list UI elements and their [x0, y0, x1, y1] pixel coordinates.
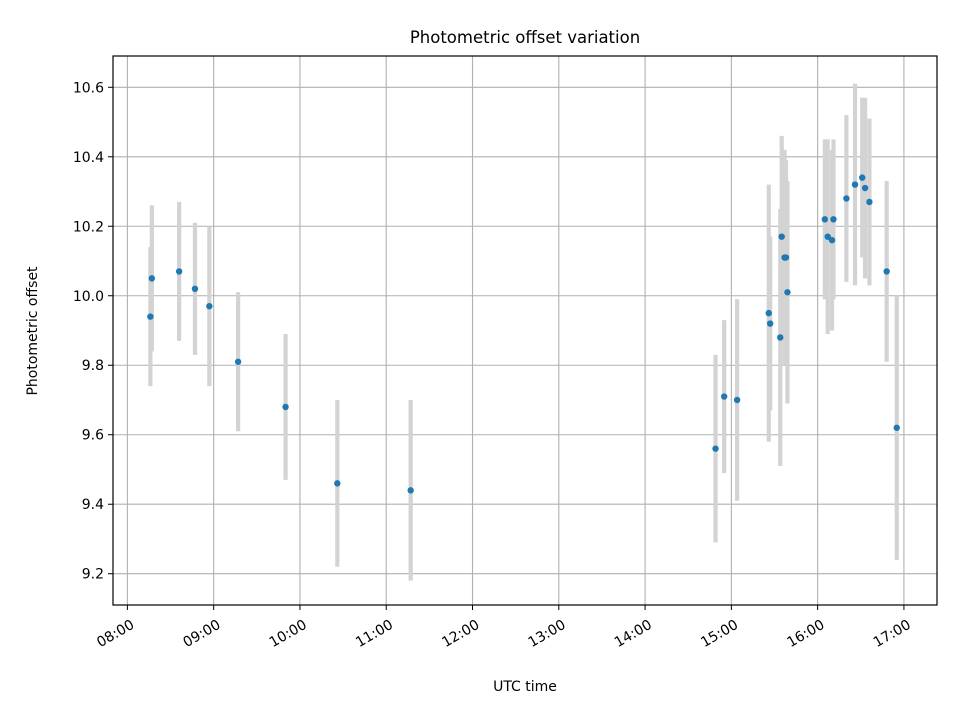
y-tick-label: 10.6 [73, 80, 104, 96]
data-point [824, 233, 831, 240]
data-point [830, 216, 837, 223]
data-point [147, 313, 154, 320]
data-point [334, 480, 341, 487]
data-point [407, 487, 414, 494]
data-point [859, 174, 866, 181]
y-tick-label: 9.6 [82, 428, 104, 444]
data-points [147, 174, 900, 494]
data-point [821, 216, 829, 223]
data-point [843, 195, 850, 202]
data-point [782, 254, 790, 261]
y-axis-ticks: 9.2 9.4 9.6 9.8 10.0 10.2 10.4 10.6 [73, 80, 113, 583]
data-point [766, 320, 774, 327]
y-tick-label: 10.2 [73, 219, 104, 235]
data-point [191, 285, 199, 293]
data-point [720, 393, 728, 400]
grid-lines [113, 56, 937, 605]
axes-frame [112, 55, 938, 606]
y-axis-label: Photometric offset [25, 266, 41, 396]
y-tick-label: 9.8 [82, 358, 104, 374]
y-tick-label: 9.4 [82, 497, 104, 513]
chart-title: Photometric offset variation [410, 28, 640, 47]
data-point [828, 236, 836, 244]
y-tick-label: 10.4 [73, 150, 104, 166]
y-tick-label: 10.0 [73, 289, 104, 305]
data-point [778, 233, 785, 240]
data-point [733, 396, 741, 404]
data-point [883, 268, 890, 275]
x-axis-label: UTC time [493, 679, 557, 695]
data-point [234, 358, 242, 365]
data-point [866, 198, 873, 206]
data-point [282, 403, 289, 411]
data-point [712, 445, 719, 452]
data-point [893, 424, 900, 431]
data-point [148, 275, 156, 282]
data-point [206, 302, 213, 310]
data-point [765, 309, 772, 317]
data-point [777, 334, 784, 341]
data-point [861, 184, 869, 192]
data-point [851, 181, 859, 188]
y-tick-label: 9.2 [82, 567, 104, 583]
data-point [175, 268, 183, 275]
data-point [784, 289, 791, 296]
